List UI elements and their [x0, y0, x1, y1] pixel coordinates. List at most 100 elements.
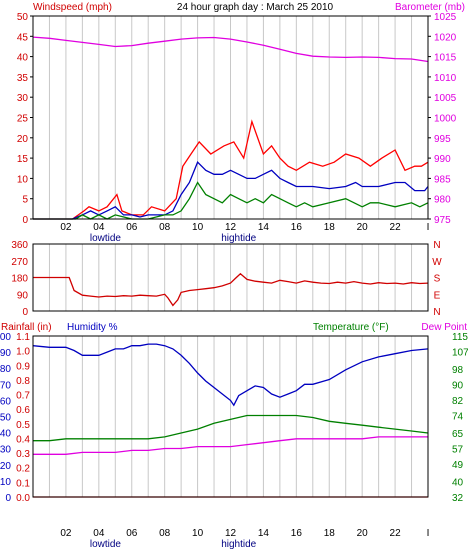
barometer-line	[32, 36, 429, 63]
hour-tick-label: 14	[258, 222, 270, 233]
humidity-line	[32, 343, 429, 407]
tide-labels-bottom: lowtide hightide	[90, 539, 257, 550]
barometer-tick-label: 995	[434, 134, 451, 145]
barometer-tick-labels: 975 980 985 990 995 1000 1005 1010 1015 1020 1025	[428, 12, 457, 226]
hour-tick-label: 20	[357, 528, 369, 539]
dew_point-line	[33, 436, 428, 455]
hour-tick-label: 16	[291, 222, 303, 233]
tide-label: lowtide	[90, 233, 122, 244]
tide-label: hightide	[221, 233, 256, 244]
windspeed-plot-border	[32, 15, 429, 220]
windspeed-series	[32, 36, 429, 220]
windspeed-tick-label: 45	[17, 32, 29, 43]
compass-label: W	[432, 257, 442, 268]
humidity-tick-label: 50	[0, 413, 11, 424]
hour-tick-label: 10	[192, 528, 204, 539]
hour-tick-label: 08	[159, 222, 171, 233]
hour-tick-label: 02	[60, 528, 72, 539]
compass-label: N	[433, 240, 440, 251]
windspeed-barometer-panel: Windspeed (mph) 24 hour graph day : Marc…	[17, 2, 465, 244]
barometer-tick-label: 1015	[434, 53, 457, 64]
humidity-axis-label: Humidity %	[67, 322, 118, 333]
humidity-tick-label: 60	[0, 396, 11, 407]
barometer-tick-label: 1010	[434, 73, 457, 84]
direction-tick-label: 270	[11, 257, 28, 268]
barometer-tick-label: 1005	[434, 93, 457, 104]
humidity-tick-labels: 0 10 20 30 40 50 60 70 80 90 100	[0, 332, 11, 504]
windspeed-tick-label: 25	[17, 114, 29, 125]
hour-tick-label: 14	[258, 528, 270, 539]
gust-line	[33, 119, 429, 220]
barometer-tick-label: 1025	[434, 12, 457, 23]
humidity-tick-label: 30	[0, 445, 11, 456]
windspeed-tick-label: 30	[17, 93, 29, 104]
tide-label: hightide	[221, 539, 256, 550]
hour-tick-label: 08	[159, 528, 171, 539]
hour-tick-label: I	[427, 528, 430, 539]
hour-tick-label: 16	[291, 528, 303, 539]
hour-tick-labels-bottom: 02 04 06 08 10 12 14 16 18 20 22 I	[60, 528, 429, 539]
direction-tick-label: 360	[11, 240, 28, 251]
windspeed-tick-label: 50	[17, 12, 29, 23]
direction-tick-label: 0	[22, 307, 28, 318]
hour-tick-label: 06	[126, 528, 138, 539]
avg-line	[33, 161, 429, 220]
humidity-tick-label: 70	[0, 380, 11, 391]
compass-label: E	[434, 290, 441, 301]
hour-tick-label: 18	[324, 222, 336, 233]
rainfall-tick-label: 0.8	[16, 376, 30, 387]
barometer-axis-label: Barometer (mb)	[395, 2, 465, 13]
hour-tick-label: 10	[192, 222, 204, 233]
temperature-axis-label: Temperature (°F)	[313, 322, 389, 333]
temperature-line	[33, 414, 429, 442]
compass-label: S	[434, 274, 441, 285]
temperature-tick-label: 40	[452, 477, 464, 488]
wind_direction-line	[33, 272, 429, 307]
windspeed-tick-label: 15	[17, 154, 29, 165]
windspeed-grid	[48, 16, 413, 219]
humidity-tick-label: 90	[0, 348, 11, 359]
direction-plot-border	[32, 243, 429, 312]
direction-tick-labels: 0 90 180 270 360	[11, 240, 28, 318]
temperature-tick-label: 98	[452, 365, 464, 376]
temperature-tick-label: 107	[452, 348, 468, 359]
rainfall-tick-labels: 0.0 0.1 0.2 0.3 0.4 0.5 0.6 0.7 0.8 0.9 1.0 1.1	[16, 332, 30, 504]
humidity-grid	[48, 336, 413, 497]
temperature-tick-label: 65	[452, 429, 464, 440]
rainfall-tick-label: 1.1	[16, 332, 30, 343]
direction-series	[33, 272, 429, 307]
windspeed-tick-label: 10	[17, 174, 29, 185]
temperature-tick-label: 32	[452, 493, 464, 504]
rainfall-tick-label: 0.4	[16, 434, 30, 445]
barometer-tick-label: 990	[434, 154, 451, 165]
humidity-tick-label: 0	[5, 493, 11, 504]
temperature-tick-label: 57	[452, 445, 464, 456]
hour-tick-label: 06	[126, 222, 138, 233]
rainfall-tick-label: 0.9	[16, 361, 30, 372]
hour-tick-labels: 02 04 06 08 10 12 14 16 18 20 22 I	[60, 222, 429, 233]
windspeed-tick-label: 5	[22, 195, 28, 206]
barometer-tick-label: 980	[434, 195, 451, 206]
temperature-tick-label: 82	[452, 396, 464, 407]
rainfall-tick-label: 0.1	[16, 478, 30, 489]
hour-tick-label: 20	[357, 222, 369, 233]
temperature-tick-labels: 32 40 49 57 65 74 82 90 98 107 115	[452, 332, 468, 504]
barometer-tick-label: 975	[434, 215, 451, 226]
hour-tick-label: 22	[390, 222, 402, 233]
hour-tick-label: 04	[93, 528, 105, 539]
chart-title: 24 hour graph day : March 25 2010	[177, 2, 334, 13]
rainfall-tick-label: 1.0	[16, 347, 30, 358]
dewpoint-axis-label: Dew Point	[421, 322, 467, 333]
temperature-tick-label: 74	[452, 412, 464, 423]
temperature-tick-label: 49	[452, 460, 464, 471]
lull-line	[33, 181, 429, 220]
temperature-tick-label: 115	[452, 332, 468, 343]
windspeed-tick-label: 0	[22, 215, 28, 226]
hour-tick-label: 12	[225, 222, 237, 233]
windspeed-axis-label: Windspeed (mph)	[33, 2, 112, 13]
rainfall-tick-label: 0.3	[16, 449, 30, 460]
direction-tick-label: 90	[17, 290, 29, 301]
